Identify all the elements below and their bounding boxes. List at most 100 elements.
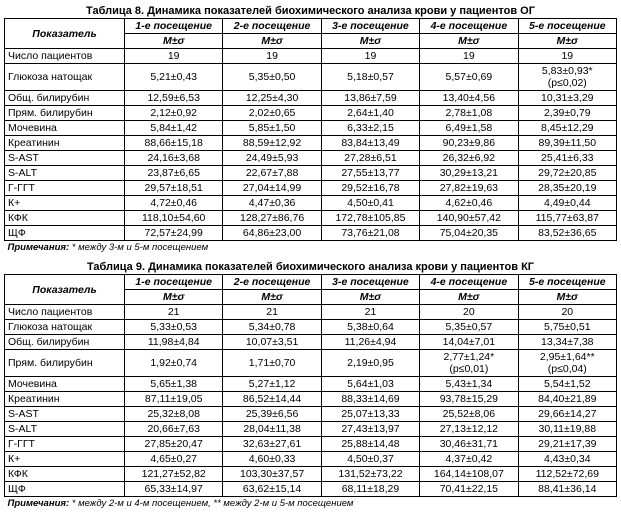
param-cell: КФК <box>5 211 125 226</box>
value-cell: 73,76±21,08 <box>321 226 419 241</box>
table-row: ЩФ65,33±14,9763,62±15,1468,11±18,2970,41… <box>5 482 617 497</box>
table-row: КФК121,27±52,82103,30±37,57131,52±73,221… <box>5 467 617 482</box>
visit-header: 1-е посещение <box>125 19 223 34</box>
param-cell: К+ <box>5 196 125 211</box>
value-cell: 5,57±0,69 <box>420 64 518 91</box>
value-cell: 65,33±14,97 <box>125 482 223 497</box>
value-cell: 64,86±23,00 <box>223 226 321 241</box>
value-cell: 72,57±24,99 <box>125 226 223 241</box>
value-cell: 26,32±6,92 <box>420 151 518 166</box>
value-cell: 88,66±15,18 <box>125 136 223 151</box>
value-cell: 19 <box>223 49 321 64</box>
value-cell: 19 <box>420 49 518 64</box>
table-title: Таблица 8. Динамика показателей биохимич… <box>5 4 617 19</box>
value-cell: 19 <box>518 49 616 64</box>
visit-header: 2-е посещение <box>223 19 321 34</box>
value-cell: 20,66±7,63 <box>125 422 223 437</box>
value-cell: 2,02±0,65 <box>223 106 321 121</box>
table-row: КФК118,10±54,60128,27±86,76172,78±105,85… <box>5 211 617 226</box>
value-cell: 29,72±20,85 <box>518 166 616 181</box>
param-cell: S-ALT <box>5 166 125 181</box>
value-cell: 75,04±20,35 <box>420 226 518 241</box>
value-cell: 29,57±18,51 <box>125 181 223 196</box>
value-cell: 4,65±0,27 <box>125 452 223 467</box>
param-cell: Общ. билирубин <box>5 91 125 106</box>
value-cell: 5,75±0,51 <box>518 320 616 335</box>
value-cell: 4,37±0,42 <box>420 452 518 467</box>
sub-header: М±σ <box>125 34 223 49</box>
value-cell: 86,52±14,44 <box>223 392 321 407</box>
value-cell: 29,52±16,78 <box>321 181 419 196</box>
table-row: Мочевина5,84±1,425,85±1,506,33±2,156,49±… <box>5 121 617 136</box>
value-cell: 28,35±20,19 <box>518 181 616 196</box>
value-cell: 89,39±11,50 <box>518 136 616 151</box>
value-cell: 5,35±0,50 <box>223 64 321 91</box>
tables-container: Таблица 8. Динамика показателей биохимич… <box>4 4 617 510</box>
value-cell: 118,10±54,60 <box>125 211 223 226</box>
value-cell: 19 <box>321 49 419 64</box>
value-cell: 27,82±19,63 <box>420 181 518 196</box>
value-cell: 4,50±0,41 <box>321 196 419 211</box>
value-cell: 21 <box>125 305 223 320</box>
value-cell: 27,28±6,51 <box>321 151 419 166</box>
value-cell: 6,33±2,15 <box>321 121 419 136</box>
value-cell: 5,83±0,93* (р≤0,02) <box>518 64 616 91</box>
value-cell: 5,34±0,78 <box>223 320 321 335</box>
sub-header: М±σ <box>518 290 616 305</box>
param-cell: Число пациентов <box>5 305 125 320</box>
value-cell: 27,43±13,97 <box>321 422 419 437</box>
value-cell: 2,19±0,95 <box>321 350 419 377</box>
value-cell: 4,43±0,34 <box>518 452 616 467</box>
table-row: Креатинин88,66±15,1888,59±12,9283,84±13,… <box>5 136 617 151</box>
param-cell: ЩФ <box>5 482 125 497</box>
param-cell: К+ <box>5 452 125 467</box>
sub-header: М±σ <box>420 290 518 305</box>
table-note: Примечания: * между 3-м и 5-м посещением <box>5 241 617 255</box>
table-row: Прям. билирубин2,12±0,922,02±0,652,64±1,… <box>5 106 617 121</box>
param-header: Показатель <box>5 275 125 305</box>
value-cell: 2,12±0,92 <box>125 106 223 121</box>
value-cell: 1,71±0,70 <box>223 350 321 377</box>
value-cell: 28,04±11,38 <box>223 422 321 437</box>
sub-header: М±σ <box>223 290 321 305</box>
table-row: S-AST25,32±8,0825,39±6,5625,07±13,3325,5… <box>5 407 617 422</box>
note-text: * между 2-м и 4-м посещением, ** между 2… <box>69 498 353 509</box>
visit-header: 4-е посещение <box>420 275 518 290</box>
value-cell: 4,60±0,33 <box>223 452 321 467</box>
value-cell: 25,41±6,33 <box>518 151 616 166</box>
value-cell: 121,27±52,82 <box>125 467 223 482</box>
value-cell: 2,95±1,64** (р≤0,04) <box>518 350 616 377</box>
value-cell: 88,41±36,14 <box>518 482 616 497</box>
value-cell: 5,54±1,52 <box>518 377 616 392</box>
value-cell: 83,84±13,49 <box>321 136 419 151</box>
param-cell: Общ. билирубин <box>5 335 125 350</box>
sub-header: М±σ <box>321 290 419 305</box>
value-cell: 5,85±1,50 <box>223 121 321 136</box>
value-cell: 68,11±18,29 <box>321 482 419 497</box>
sub-header: М±σ <box>125 290 223 305</box>
value-cell: 10,07±3,51 <box>223 335 321 350</box>
value-cell: 25,52±8,06 <box>420 407 518 422</box>
value-cell: 2,64±1,40 <box>321 106 419 121</box>
value-cell: 27,04±14,99 <box>223 181 321 196</box>
value-cell: 8,45±12,29 <box>518 121 616 136</box>
table-row: S-ALT20,66±7,6328,04±11,3827,43±13,9727,… <box>5 422 617 437</box>
param-cell: Глюкоза натощак <box>5 320 125 335</box>
value-cell: 19 <box>125 49 223 64</box>
value-cell: 27,85±20,47 <box>125 437 223 452</box>
value-cell: 83,52±36,65 <box>518 226 616 241</box>
param-cell: S-ALT <box>5 422 125 437</box>
value-cell: 12,25±4,30 <box>223 91 321 106</box>
value-cell: 172,78±105,85 <box>321 211 419 226</box>
param-cell: S-AST <box>5 151 125 166</box>
value-cell: 23,87±6,65 <box>125 166 223 181</box>
value-cell: 93,78±15,29 <box>420 392 518 407</box>
value-cell: 30,29±13,21 <box>420 166 518 181</box>
param-cell: Глюкоза натощак <box>5 64 125 91</box>
param-cell: Прям. билирубин <box>5 106 125 121</box>
value-cell: 21 <box>321 305 419 320</box>
data-table-1: Таблица 8. Динамика показателей биохимич… <box>4 4 617 254</box>
data-table-2: Таблица 9. Динамика показателей биохимич… <box>4 260 617 510</box>
table-note: Примечания: * между 2-м и 4-м посещением… <box>5 497 617 511</box>
param-cell: Г-ГГТ <box>5 181 125 196</box>
